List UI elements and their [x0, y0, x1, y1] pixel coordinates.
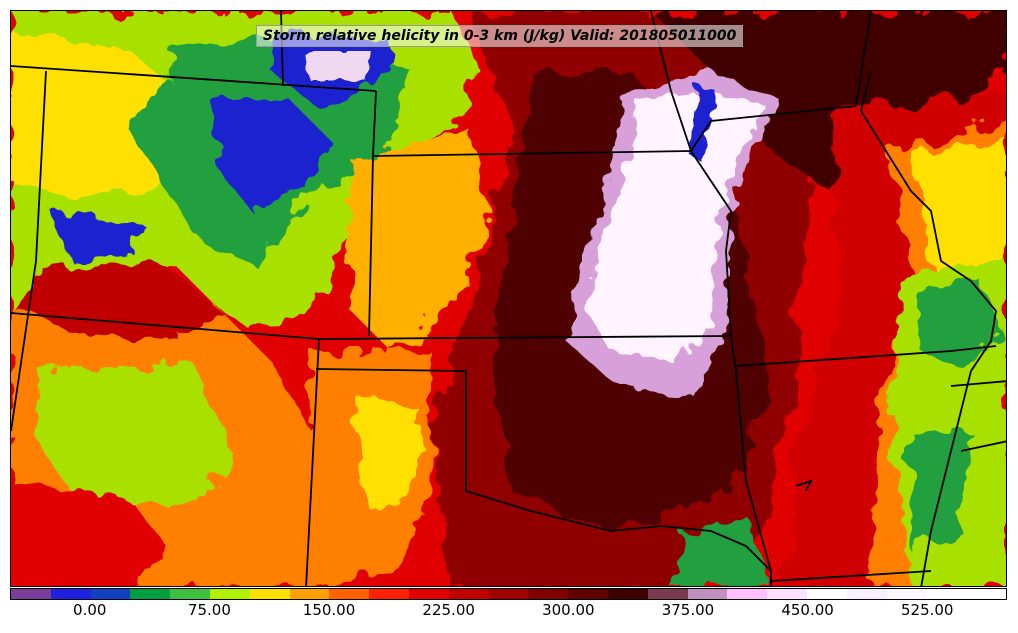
colorbar-segment	[369, 589, 409, 599]
border-missouri-arkansas	[735, 345, 997, 367]
field-white-north	[301, 51, 371, 81]
field-green-texas-south	[671, 521, 771, 586]
colorbar-segment	[607, 589, 648, 599]
colorbar-tick-label: 300.00	[542, 601, 595, 619]
field-yellow-texas	[351, 391, 421, 511]
colorbar-segment	[448, 589, 489, 599]
colorbar-segment	[329, 589, 370, 599]
field-red-southwest	[11, 481, 171, 586]
map-title: Storm relative helicity in 0-3 km (J/kg)…	[256, 25, 744, 47]
colorbar-segment	[170, 589, 210, 599]
field-red-utah	[21, 261, 221, 341]
colorbar-segment	[806, 589, 847, 599]
field-blue-rockies	[211, 101, 331, 211]
border-iowa-missouri	[690, 105, 857, 152]
border-tennessee	[960, 440, 1006, 452]
colorbar-segment	[209, 589, 250, 599]
border-arkansas-louisiana	[770, 570, 932, 582]
colorbar-segment	[767, 589, 807, 599]
colorbar-segment	[727, 589, 768, 599]
colorbar-tick-label: 75.00	[187, 601, 231, 619]
border-east	[950, 380, 1006, 387]
border-minnesota-iowa	[855, 11, 872, 107]
state-boundaries	[11, 11, 1006, 586]
border-utah-colorado	[11, 70, 47, 432]
border-wyoming-colorado	[11, 65, 377, 92]
field-blue-west	[51, 211, 141, 261]
colorbar-segment	[846, 589, 887, 599]
border-nebraska-kansas	[368, 155, 374, 337]
colorbar-segment	[647, 589, 688, 599]
border-oklahoma-panhandle	[315, 368, 772, 586]
colorbar-segment	[289, 589, 330, 599]
border-montana-wyoming	[280, 11, 284, 87]
colorbar-segment	[926, 589, 967, 599]
colorbar-ticks: 0.00 75.00 150.00 225.00 300.00 375.00 450.00 5…	[10, 601, 1007, 631]
colorbar-segment	[488, 589, 529, 599]
colorbar-segment	[966, 589, 1006, 599]
colorbar-segment	[130, 589, 171, 599]
colorbar-segment	[11, 589, 51, 599]
colorbar-segment	[249, 589, 290, 599]
helicity-maximum	[301, 51, 781, 401]
colorbar-segment	[528, 589, 569, 599]
colorbar-tick-label: 0.00	[73, 601, 107, 619]
colorbar-segment	[408, 589, 449, 599]
colorbar-tick-label: 225.00	[422, 601, 475, 619]
border-missouri-river	[650, 11, 732, 337]
field-maroon-north	[651, 11, 1006, 191]
map-panel: Storm relative helicity in 0-3 km (J/kg)…	[10, 10, 1007, 587]
border-red-river-lake	[795, 479, 813, 492]
field-lime-southwest	[31, 361, 231, 511]
colorbar-segment	[687, 589, 728, 599]
border-new-mexico-texas	[305, 338, 320, 586]
border-kansas-oklahoma	[730, 335, 737, 372]
colorbar-tick-label: 375.00	[661, 601, 715, 619]
colorbar-tick-label: 150.00	[302, 601, 356, 619]
colorbar-segment	[568, 589, 608, 599]
border-oklahoma-arkansas	[735, 370, 772, 572]
field-yellow-plains	[351, 131, 491, 351]
colorbar-segment	[50, 589, 91, 599]
field-white-core	[586, 91, 766, 361]
colorbar-tick-label: 525.00	[900, 601, 954, 619]
colorbar-segment	[90, 589, 131, 599]
border-mississippi-river	[860, 70, 997, 586]
helicity-map	[11, 11, 1006, 586]
colorbar-segment	[886, 589, 927, 599]
colorbar	[10, 588, 1007, 600]
colorbar-tick-label: 450.00	[781, 601, 834, 619]
